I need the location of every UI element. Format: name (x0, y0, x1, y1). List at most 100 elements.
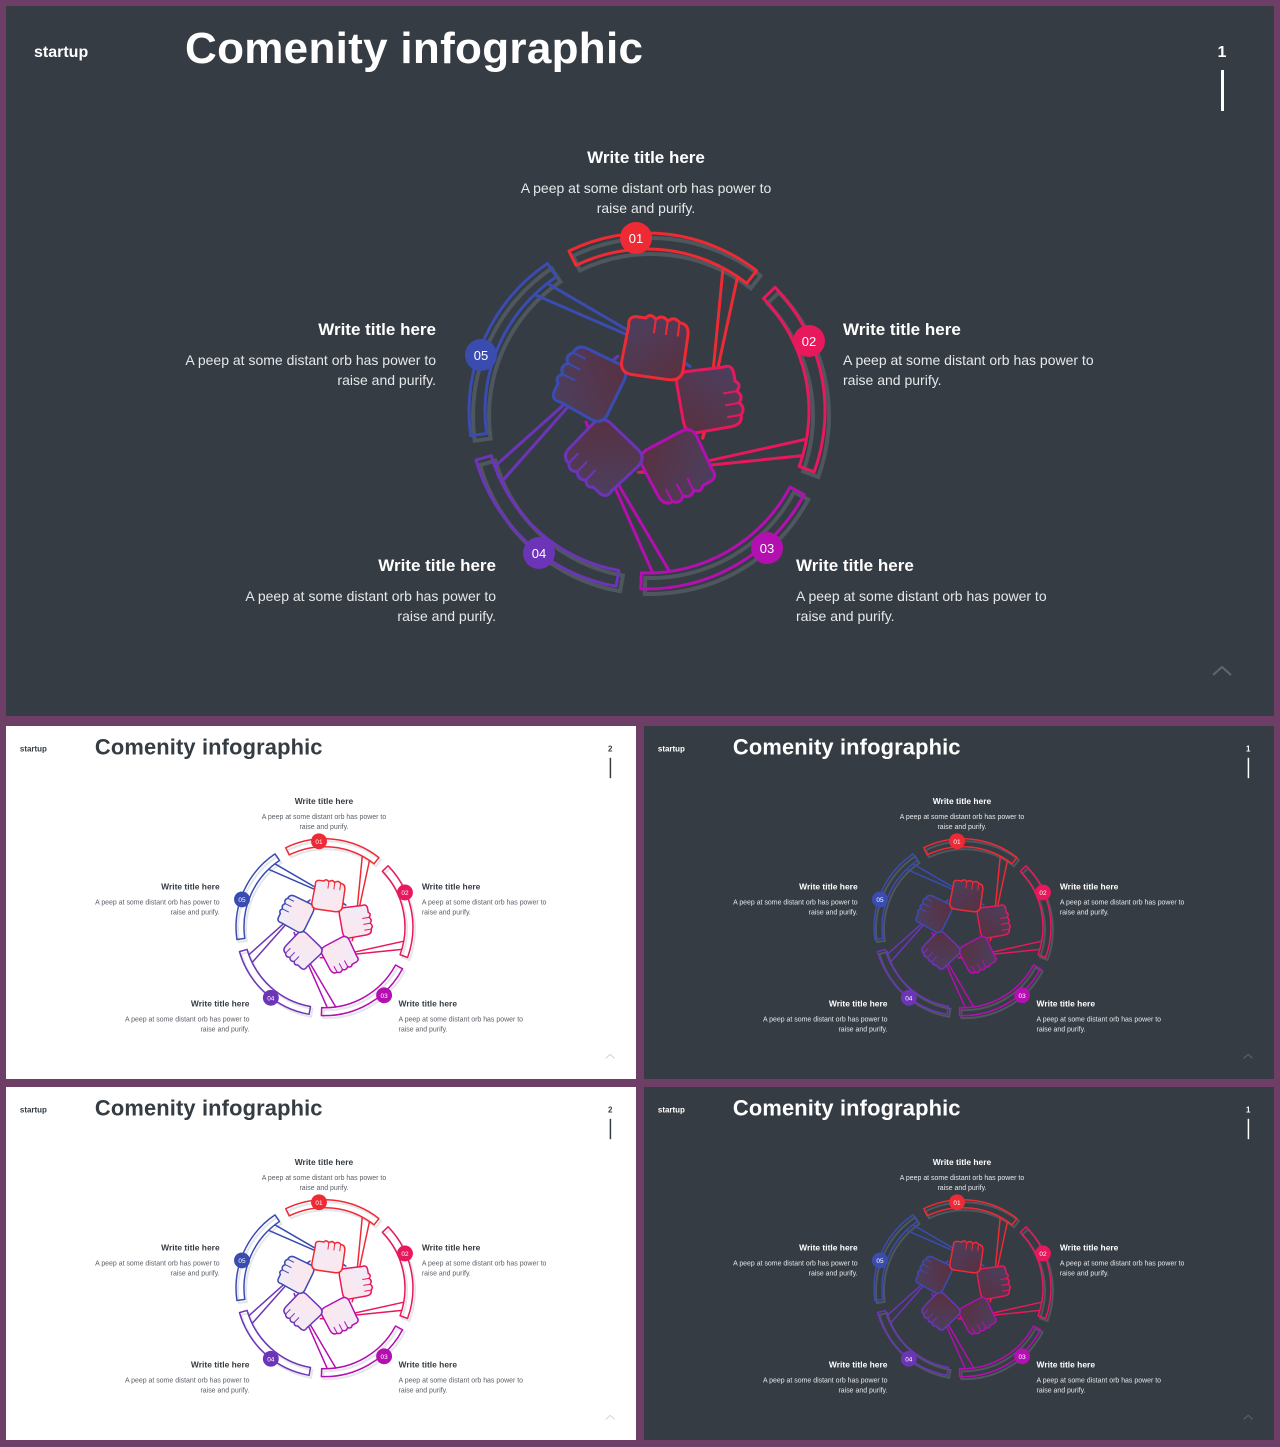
ring-segment-shadow (924, 840, 1021, 868)
step-title: Write title here (161, 882, 220, 892)
fist-shape (638, 428, 717, 505)
fist-shape (338, 904, 373, 939)
step-number: 03 (1019, 1354, 1027, 1361)
step-badge (262, 989, 279, 1006)
ring-segment (1019, 1226, 1052, 1320)
ring-segment (381, 1226, 414, 1320)
step-text-block: Write title here A peep at some distant o… (120, 999, 250, 1034)
step-text-block: Write title here A peep at some distant o… (897, 1158, 1026, 1193)
step-badge (311, 1194, 327, 1211)
fist-shape (320, 1296, 359, 1335)
step-description: A peep at some distant orb has power to … (124, 1015, 250, 1034)
fist-shape (338, 1265, 373, 1300)
infographic-slide: startup Comenity infographic 2 01 02 03 04 05 Wr… (6, 1087, 636, 1440)
step-description: A peep at some distant orb has power to … (733, 1258, 858, 1277)
chevron-up-icon[interactable] (605, 1414, 616, 1420)
page-number: 2 (607, 744, 613, 754)
ring-segment (876, 1309, 950, 1377)
ring-segment-shadow (286, 840, 383, 868)
step-badge (872, 891, 888, 908)
fist-shape (958, 935, 997, 974)
brand-label: startup (657, 1105, 685, 1115)
hands-cycle-diagram: 01 02 03 04 05 (872, 833, 1054, 1020)
ring-segment-shadow (642, 489, 811, 596)
fist-shape (915, 894, 953, 934)
raised-fists-icon (551, 314, 745, 505)
step-title: Write title here (1036, 999, 1096, 1009)
vertical-bar-icon (1221, 70, 1224, 111)
step-badge (872, 1252, 888, 1269)
ring-segment (876, 948, 950, 1016)
step-text-block: Write title here A peep at some distant o… (843, 320, 1103, 390)
fist-shape (949, 1240, 984, 1274)
brand-label: startup (19, 1105, 47, 1115)
step-text-block: Write title here A peep at some distant o… (796, 556, 1056, 626)
step-number: 02 (401, 890, 409, 897)
infographic-slide: startup Comenity infographic 1 01 02 03 04 05 Wr… (6, 6, 1274, 716)
step-title: Write title here (799, 1243, 858, 1253)
step-badge (465, 339, 497, 371)
page-number: 1 (1217, 44, 1227, 61)
fist-shape (277, 1255, 315, 1295)
step-description: A peep at some distant orb has power to … (796, 588, 1047, 624)
step-description: A peep at some distant orb has power to … (95, 897, 220, 916)
step-badge (1035, 1245, 1051, 1262)
step-description: A peep at some distant orb has power to … (421, 897, 547, 916)
ring-segment (1019, 865, 1052, 959)
fist-shape (921, 1291, 961, 1331)
ring-segment (235, 853, 281, 941)
step-title: Write title here (932, 796, 992, 806)
step-text-block: Write title here A peep at some distant o… (236, 556, 496, 626)
step-description: A peep at some distant orb has power to … (899, 812, 1025, 831)
step-text-block: Write title here A peep at some distant o… (758, 999, 888, 1034)
ring-segment-shadow (960, 966, 1044, 1020)
step-description: A peep at some distant orb has power to … (762, 1015, 888, 1034)
step-badge (262, 1350, 279, 1367)
step-title: Write title here (843, 320, 961, 339)
hands-cycle-diagram: 01 02 03 04 05 (234, 1194, 416, 1381)
step-badge (234, 891, 250, 908)
fist-shape (958, 1296, 997, 1335)
step-number: 03 (381, 1354, 389, 1361)
chevron-up-icon[interactable] (1211, 664, 1233, 676)
step-title: Write title here (932, 1157, 992, 1167)
ring-segment-shadow (286, 1201, 383, 1229)
ring-segment (873, 1214, 919, 1302)
fist-shape (976, 904, 1011, 939)
ring-segment-shadow (924, 1201, 1021, 1229)
fist-shape (311, 1240, 346, 1274)
chevron-up-icon[interactable] (1243, 1053, 1254, 1059)
step-number: 05 (876, 1258, 884, 1265)
step-title: Write title here (318, 320, 436, 339)
step-badge (1035, 884, 1051, 901)
raised-fists-icon (277, 1240, 373, 1335)
step-description: A peep at some distant orb has power to … (1059, 1258, 1185, 1277)
step-number: 03 (760, 541, 774, 556)
slide-content: startup Comenity infographic 1 01 02 03 04 05 Wr… (644, 726, 1274, 1079)
step-number: 04 (905, 1356, 913, 1363)
step-title: Write title here (398, 999, 458, 1009)
step-title: Write title here (294, 1157, 354, 1167)
step-text-block: Write title here A peep at some distant o… (1037, 1360, 1166, 1395)
step-title: Write title here (796, 556, 914, 575)
step-number: 03 (381, 993, 389, 1000)
brand-label: startup (34, 44, 89, 61)
step-description: A peep at some distant orb has power to … (762, 1376, 888, 1395)
step-description: A peep at some distant orb has power to … (95, 1258, 220, 1277)
fist-shape (976, 1265, 1011, 1300)
fist-shape (921, 930, 961, 970)
step-number: 04 (532, 546, 546, 561)
step-badge (949, 1194, 965, 1211)
step-title: Write title here (799, 882, 858, 892)
chevron-up-icon[interactable] (1243, 1414, 1254, 1420)
step-badge (397, 1245, 413, 1262)
ring-segment (474, 454, 621, 588)
fist-shape (311, 879, 346, 913)
step-number: 04 (267, 1356, 275, 1363)
slide-content: startup Comenity infographic 2 01 02 03 04 05 Wr… (6, 726, 636, 1079)
chevron-up-icon[interactable] (605, 1053, 616, 1059)
fist-shape (915, 1255, 953, 1295)
step-badge (523, 537, 555, 569)
fist-shape (283, 930, 323, 970)
step-description: A peep at some distant orb has power to … (261, 812, 387, 831)
